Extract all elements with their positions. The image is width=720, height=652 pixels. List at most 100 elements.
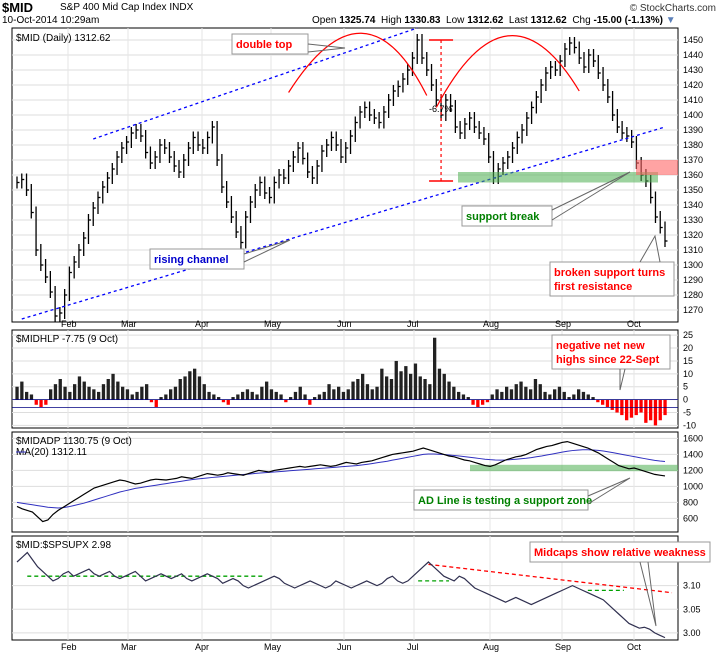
rising-channel-callout-box <box>149 248 245 270</box>
hlp-bar <box>447 381 451 400</box>
y-tick-label: 1320 <box>683 230 703 240</box>
hlp-bar <box>149 399 154 403</box>
last-label: Last <box>508 15 528 26</box>
hlp-bar <box>471 399 475 405</box>
price-bars <box>16 34 668 322</box>
hlp-bar <box>375 386 379 400</box>
hlp-bar <box>658 399 662 421</box>
hlp-bar <box>615 399 619 413</box>
hlp-bar <box>197 376 202 400</box>
hlp-bar <box>202 384 206 400</box>
y-tick-label: 1390 <box>683 125 703 135</box>
hlp-bar <box>322 391 326 400</box>
hlp-bar <box>457 391 461 400</box>
hlp-bar <box>437 368 442 400</box>
x-tick-label: Oct <box>627 319 642 329</box>
hlp-bar <box>625 399 629 421</box>
hlp-bar <box>452 386 456 400</box>
hlp-bar <box>164 394 168 400</box>
hlp-bar <box>519 381 523 400</box>
hlp-bar <box>178 379 182 400</box>
y-tick-label: 1330 <box>683 215 703 225</box>
hlp-bar <box>548 394 552 400</box>
hlp-bar <box>39 399 43 408</box>
index-name: S&P 400 Mid Cap Index <box>60 2 167 13</box>
hlp-bar <box>567 397 571 400</box>
hlp-bar <box>433 337 437 400</box>
hlp-bar <box>509 389 514 400</box>
y-tick-label: 800 <box>683 497 698 507</box>
hlp-bar <box>82 381 86 400</box>
hlp-bar <box>572 394 576 400</box>
hlp-bar <box>250 391 254 400</box>
rising-channel-callout-pointer <box>243 239 291 263</box>
hlp-bar <box>53 384 58 400</box>
hlp-bar <box>111 373 115 400</box>
dropdown-triangle-icon[interactable]: ▼ <box>665 15 676 26</box>
ad-support-callout-text: AD Line is testing a support zone <box>418 495 592 507</box>
y-tick-label: 0 <box>683 395 688 405</box>
hlp-panel-title: $MIDHLP -7.75 (9 Oct) <box>16 334 118 345</box>
hlp-bar <box>44 399 48 405</box>
y-tick-label: 3.10 <box>683 581 701 591</box>
ad-panel-title: $MIDADP 1130.75 (9 Oct) <box>16 436 132 447</box>
hlp-bar <box>92 389 96 400</box>
hlp-bar <box>629 399 634 418</box>
hlp-bar <box>279 394 283 400</box>
watermark: © StockCharts.com <box>629 3 716 14</box>
x-tick-label: Apr <box>195 319 209 329</box>
hlp-bar <box>87 386 91 400</box>
ad-support-callout-pointer <box>587 477 631 505</box>
hlp-bar <box>183 376 187 400</box>
ohlc-readout: Open 1325.74 High 1330.83 Low 1312.62 La… <box>312 15 676 26</box>
hlp-bar <box>106 379 110 400</box>
y-tick-label: 1430 <box>683 65 703 75</box>
hlp-bar <box>63 386 67 400</box>
hlp-bar <box>159 397 163 400</box>
y-tick-label: 3.05 <box>683 604 701 614</box>
hlp-bar <box>274 391 278 400</box>
hlp-bar <box>399 371 403 400</box>
open-value: 1325.74 <box>339 15 376 26</box>
ad-support-callout-box <box>413 489 589 511</box>
y-tick-label: 1290 <box>683 275 703 285</box>
hlp-bar <box>293 391 298 400</box>
ad-support-zone <box>470 464 678 472</box>
resistance-callout-text: first resistance <box>554 281 632 293</box>
hlp-bar <box>485 399 490 403</box>
hlp-bar <box>639 399 643 413</box>
y-tick-label: 1360 <box>683 170 703 180</box>
y-tick-label: 1420 <box>683 80 703 90</box>
x-tick-label: Jul <box>407 642 419 652</box>
hlp-bar <box>101 384 106 400</box>
hlp-bar <box>337 386 341 400</box>
low-label: Low <box>446 15 465 26</box>
hlp-bar <box>226 399 230 405</box>
hlp-bar <box>356 379 360 400</box>
y-tick-label: 1400 <box>683 110 703 120</box>
channel-lower-line <box>21 126 666 320</box>
price-panel-title: $MID (Daily) 1312.62 <box>16 33 111 44</box>
hlp-bar <box>236 394 240 400</box>
hlp-bar <box>553 389 557 400</box>
hlp-bar <box>591 397 595 400</box>
hlp-bar <box>121 386 125 400</box>
double-top-callout-text: double top <box>236 39 292 51</box>
hlp-bar <box>298 386 302 400</box>
ratio-line <box>16 551 666 639</box>
y-tick-label: 1200 <box>683 465 703 475</box>
y-tick-label: 3.00 <box>683 628 701 638</box>
ratio-panel-title: $MID:$SPSUPX 2.98 <box>16 540 111 551</box>
chg-value: -15.00 (-1.13%) <box>593 15 663 26</box>
hlp-bar <box>653 399 658 426</box>
ad-ma-line <box>16 449 666 509</box>
symbol-label: $MID <box>2 0 34 15</box>
ad-ma-legend: MA(20) 1312.11 <box>16 447 87 458</box>
y-tick-label: 15 <box>683 356 693 366</box>
y-tick-label: 600 <box>683 513 698 523</box>
relative-weakness-callout-box <box>529 541 711 563</box>
hlp-bar <box>269 389 274 400</box>
chg-label: Chg <box>572 15 591 26</box>
x-tick-label: Jul <box>407 319 419 329</box>
